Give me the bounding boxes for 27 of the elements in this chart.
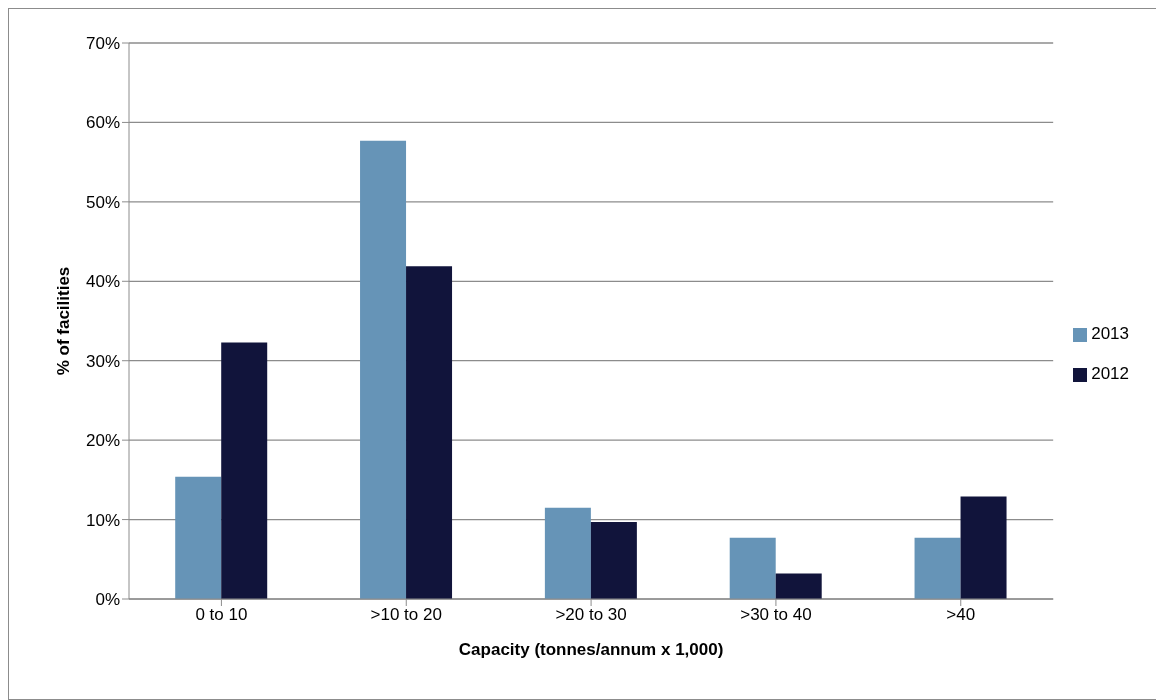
bar (729, 537, 776, 599)
y-tick-label: 0% (95, 590, 120, 610)
legend-label: 2013 (1091, 324, 1129, 343)
x-tick-label: >30 to 40 (740, 605, 812, 625)
y-axis-title: % of facilities (54, 266, 74, 376)
bar (360, 140, 407, 599)
x-tick-label: 0 to 10 (195, 605, 248, 625)
bar (960, 496, 1007, 599)
x-tick-label: >20 to 30 (555, 605, 627, 625)
bar (775, 573, 822, 599)
y-tick-label: 60% (85, 113, 120, 133)
bar (544, 507, 591, 599)
y-tick-label: 30% (85, 351, 120, 371)
bar (221, 342, 268, 599)
y-tick-label: 20% (85, 431, 120, 451)
y-tick-label: 50% (85, 192, 120, 212)
bar (590, 521, 637, 599)
y-tick-label: 70% (85, 34, 120, 54)
legend-label: 2012 (1091, 364, 1129, 383)
x-tick-label: >40 (946, 605, 976, 625)
bar (914, 537, 961, 599)
y-tick-label: 40% (85, 272, 120, 292)
y-tick-label: 10% (85, 510, 120, 530)
x-axis-title: Capacity (tonnes/annum x 1,000) (458, 640, 724, 659)
bar (175, 476, 222, 599)
x-tick-label: >10 to 20 (370, 605, 442, 625)
bar (406, 266, 453, 599)
